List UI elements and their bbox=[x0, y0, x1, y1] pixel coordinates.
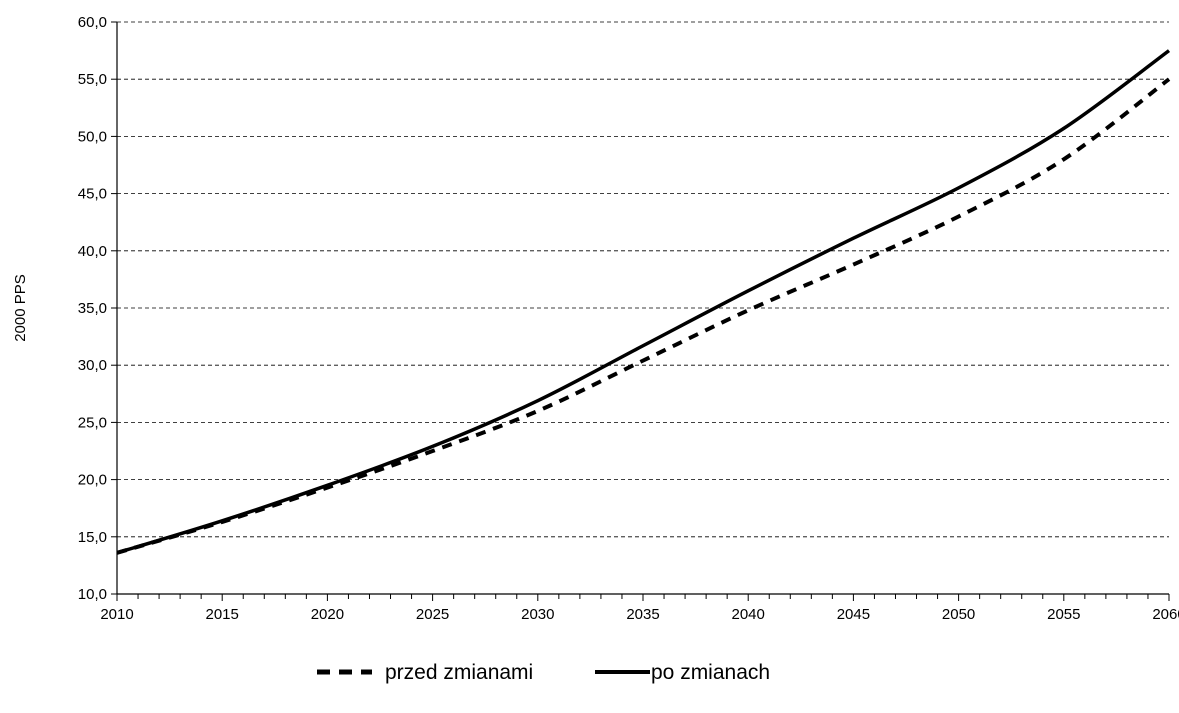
x-tick-label-6: 2040 bbox=[732, 606, 765, 623]
x-tick-label-9: 2055 bbox=[1047, 606, 1080, 623]
grid-lines bbox=[117, 21, 1169, 538]
x-tick-label-0: 2010 bbox=[100, 606, 133, 623]
y-tick-label-3: 25,0 bbox=[78, 414, 107, 431]
x-tick-label-4: 2030 bbox=[521, 606, 554, 623]
y-axis-title: 2000 PPS bbox=[12, 274, 29, 342]
y-tick-label-0: 10,0 bbox=[78, 586, 107, 603]
y-tick-label-2: 20,0 bbox=[78, 472, 107, 489]
x-tick-label-2: 2020 bbox=[311, 606, 344, 623]
legend: przed zmianami po zmianach bbox=[317, 661, 770, 684]
y-tick-label-1: 15,0 bbox=[78, 529, 107, 546]
y-tick-label-6: 40,0 bbox=[78, 243, 107, 260]
y-tick-labels: 10,0 15,0 20,0 25,0 30,0 35,0 40,0 45,0 50,0 55,0… bbox=[78, 14, 107, 603]
x-tick-label-8: 2050 bbox=[942, 606, 975, 623]
x-tick-label-10: 2060 bbox=[1152, 606, 1179, 623]
y-tick-label-8: 50,0 bbox=[78, 128, 107, 145]
x-tick-label-5: 2035 bbox=[626, 606, 659, 623]
series-line-przed-zmianami bbox=[116, 77, 1171, 555]
legend-label-po-zmianach: po zmianach bbox=[651, 661, 770, 684]
x-tick-label-3: 2025 bbox=[416, 606, 449, 623]
axes bbox=[111, 21, 1170, 601]
x-tick-labels: 2010 2015 2020 2025 2030 2035 2040 2045 2050 2055… bbox=[100, 606, 1179, 623]
x-tick-label-1: 2015 bbox=[206, 606, 239, 623]
y-tick-label-5: 35,0 bbox=[78, 300, 107, 317]
x-tick-label-7: 2045 bbox=[837, 606, 870, 623]
y-tick-label-7: 45,0 bbox=[78, 186, 107, 203]
legend-label-przed-zmianami: przed zmianami bbox=[385, 661, 533, 684]
y-tick-label-9: 55,0 bbox=[78, 71, 107, 88]
series-lines bbox=[116, 49, 1171, 555]
series-line-po-zmianach bbox=[116, 49, 1171, 555]
y-tick-label-10: 60,0 bbox=[78, 14, 107, 31]
y-tick-label-4: 30,0 bbox=[78, 357, 107, 374]
